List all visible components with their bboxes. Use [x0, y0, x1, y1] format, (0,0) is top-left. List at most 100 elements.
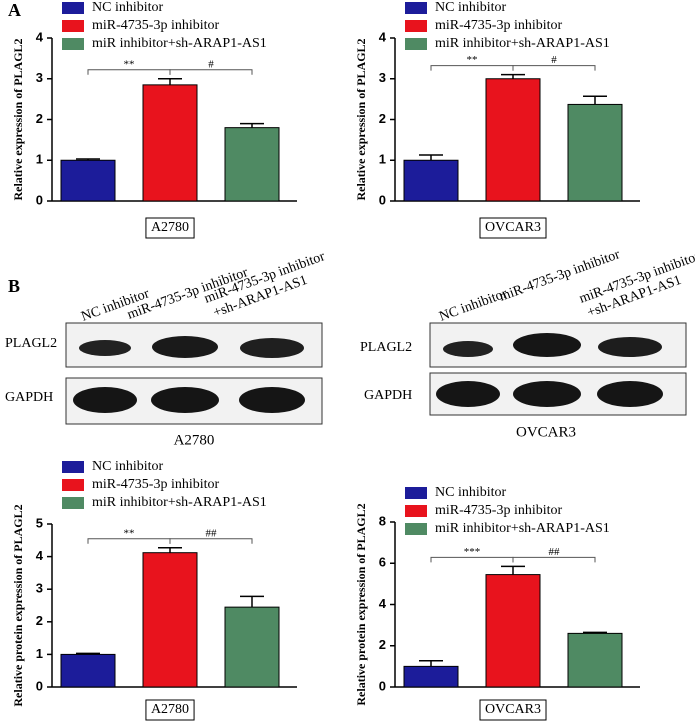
x-label-box	[145, 699, 195, 721]
legend-label: miR inhibitor+sh-ARAP1-AS1	[92, 36, 267, 51]
y-axis-label: Relative protein expression of PLAGL2	[354, 503, 368, 705]
y-tick-label: 2	[36, 613, 43, 628]
legend-swatch	[62, 20, 84, 32]
band	[513, 333, 581, 357]
y-tick-label: 4	[36, 29, 44, 44]
significance-label: #	[551, 54, 557, 66]
y-tick-label: 5	[36, 515, 43, 530]
bar	[224, 606, 280, 688]
legend-label: miR-4735-3p inhibitor	[435, 503, 563, 518]
bar	[142, 84, 198, 202]
significance-bracket	[169, 538, 253, 544]
y-tick-label: 2	[379, 637, 386, 652]
band	[443, 341, 493, 357]
band	[240, 338, 304, 358]
y-axis-label: Relative expression of PLAGL2	[11, 38, 25, 200]
bar-chart: 0 2 4 6 8 Relative protein expression of PLAG…	[354, 485, 640, 721]
cell-line: OVCAR3	[516, 424, 576, 440]
bar	[60, 653, 116, 688]
legend-label: NC inhibitor	[435, 485, 507, 500]
row-label: PLAGL2	[360, 340, 412, 355]
bar	[224, 127, 280, 202]
y-tick-label: 1	[36, 646, 43, 661]
band	[79, 340, 131, 356]
significance-bracket	[169, 69, 253, 75]
legend-label: miR inhibitor+sh-ARAP1-AS1	[92, 495, 267, 510]
legend-swatch	[405, 505, 427, 517]
blot-a2780: NC inhibitor miR-4735-3p inhibitor miR-4…	[5, 249, 327, 448]
x-axis-label: OVCAR3	[485, 220, 541, 235]
bar-chart: 0 1 2 3 4 Relative expression of PLAGL2 NC inh…	[354, 0, 640, 239]
bar	[60, 159, 116, 202]
y-tick-label: 3	[36, 581, 43, 596]
band	[513, 381, 581, 407]
x-label-box	[145, 217, 195, 239]
legend-label: miR inhibitor+sh-ARAP1-AS1	[435, 521, 610, 536]
blot-ovcar3: NC inhibitor miR-4735-3p inhibitor miR-4…	[360, 247, 695, 440]
legend-swatch	[405, 38, 427, 50]
legend-label: miR inhibitor+sh-ARAP1-AS1	[435, 36, 610, 51]
y-tick-label: 0	[379, 192, 386, 207]
y-axis-label: Relative protein expression of PLAGL2	[11, 504, 25, 706]
y-tick-label: 1	[379, 152, 386, 167]
y-tick-label: 4	[379, 29, 387, 44]
y-tick-label: 4	[379, 596, 387, 611]
bar	[567, 103, 623, 202]
y-tick-label: 1	[36, 152, 43, 167]
y-tick-label: 0	[379, 678, 386, 693]
bar	[142, 552, 198, 688]
x-axis-label: A2780	[151, 702, 189, 717]
y-tick-label: 2	[379, 111, 386, 126]
band	[239, 387, 305, 413]
significance-bracket	[87, 69, 171, 75]
legend-swatch	[62, 2, 84, 14]
y-tick-label: 3	[36, 70, 43, 85]
significance-label: #	[208, 58, 214, 70]
row-label: PLAGL2	[5, 336, 57, 351]
bar	[403, 665, 459, 688]
significance-label: ##	[549, 546, 561, 558]
significance-bracket	[430, 556, 514, 563]
bar	[403, 159, 459, 202]
legend-label: miR-4735-3p inhibitor	[435, 18, 563, 33]
bar-chart: 0 1 2 3 4 5 Relative protein expression of PLA…	[11, 459, 297, 721]
bar	[567, 632, 623, 688]
significance-label: ##	[206, 527, 218, 539]
band	[598, 337, 662, 357]
band	[152, 336, 218, 358]
y-tick-label: 2	[36, 111, 43, 126]
legend-label: NC inhibitor	[92, 0, 164, 15]
y-tick-label: 4	[36, 548, 44, 563]
y-tick-label: 3	[379, 70, 386, 85]
significance-label: **	[124, 58, 135, 70]
row-label: GAPDH	[364, 388, 412, 403]
legend-swatch	[62, 38, 84, 50]
band	[73, 387, 137, 413]
legend-swatch	[62, 479, 84, 491]
y-axis-label: Relative expression of PLAGL2	[354, 38, 368, 200]
significance-bracket	[512, 65, 596, 71]
x-axis-label: OVCAR3	[485, 702, 541, 717]
legend-swatch	[62, 461, 84, 473]
legend-swatch	[405, 20, 427, 32]
panel-label: A	[8, 0, 21, 20]
significance-label: **	[124, 527, 135, 539]
significance-label: ***	[464, 546, 481, 558]
legend-swatch	[405, 2, 427, 14]
legend-label: NC inhibitor	[92, 459, 164, 474]
significance-bracket	[430, 65, 514, 71]
y-tick-label: 6	[379, 555, 386, 570]
y-tick-label: 0	[36, 678, 43, 693]
x-label-box	[479, 699, 547, 721]
legend-label: miR-4735-3p inhibitor	[92, 477, 220, 492]
legend-label: NC inhibitor	[435, 0, 507, 15]
x-axis-label: A2780	[151, 220, 189, 235]
y-tick-label: 8	[379, 513, 386, 528]
band	[151, 387, 219, 413]
legend-swatch	[405, 487, 427, 499]
bar	[485, 574, 541, 688]
significance-label: **	[467, 54, 478, 66]
x-label-box	[479, 217, 547, 239]
band	[436, 381, 500, 407]
